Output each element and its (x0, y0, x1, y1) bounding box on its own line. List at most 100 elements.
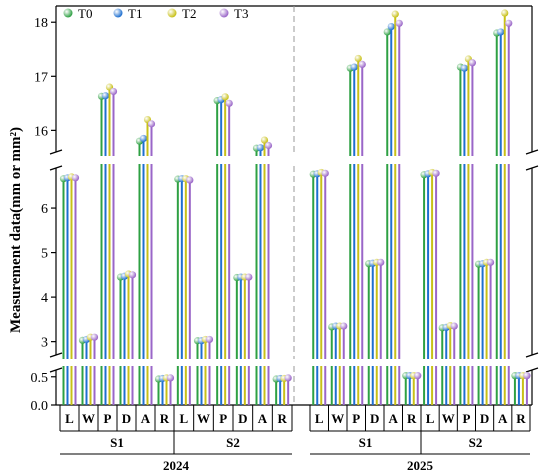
category-label-A: A (389, 411, 399, 426)
category-label-R: R (516, 411, 526, 426)
category-label-L: L (179, 411, 188, 426)
bar-cap-2024-S2-P-T2 (221, 93, 229, 101)
right-axis-break-upper-slash (525, 149, 539, 155)
y-tick-label: 6 (41, 202, 48, 217)
category-label-D: D (238, 411, 247, 426)
bar-cap-2024-S2-A-T2 (260, 136, 269, 144)
bar-marks (57, 9, 531, 405)
bar-cap-2024-S2-L-T3 (186, 176, 194, 184)
y-axis-break-upper-slash (49, 149, 63, 155)
bar-cap-2024-S1-L-T3 (71, 174, 80, 182)
category-label-P: P (219, 411, 227, 426)
bar-cap-2024-S1-D-T3 (128, 271, 137, 279)
axis-break-band (57, 359, 531, 366)
y-tick-label: 4 (41, 291, 48, 306)
category-label-R: R (407, 411, 417, 426)
bar-cap-2024-S2-W-T3 (205, 335, 214, 344)
category-label-W: W (331, 411, 344, 426)
category-label-A: A (498, 411, 508, 426)
bar-cap-2025-S1-P-T3 (358, 60, 366, 68)
stage-label-S2: S2 (469, 435, 483, 450)
bar-cap-2025-S1-W-T3 (340, 322, 348, 330)
legend-marker-T1 (113, 8, 123, 18)
bar-cap-2025-S2-A-T1 (497, 28, 505, 36)
right-axis-break-lower-slash (525, 367, 539, 373)
category-label-L: L (315, 411, 324, 426)
bar-cap-2025-S1-D-T3 (377, 258, 385, 266)
y-axis-break-lower-slash (49, 367, 63, 373)
category-label-P: P (462, 411, 470, 426)
bar-cap-2024-S1-A-T1 (139, 134, 148, 143)
category-label-P: P (104, 411, 112, 426)
legend: T0 T1 T2 T3 (63, 6, 248, 21)
category-label-D: D (122, 411, 131, 426)
right-axis-break-upper-slash (525, 165, 539, 171)
y-axis-ticks: 16 17 18 3 4 5 6 0.0 0.5 (31, 16, 56, 414)
legend-marker-T2 (167, 8, 177, 18)
bar-cap-2024-S2-A-T1 (256, 144, 265, 152)
bar-cap-2025-S2-L-T3 (432, 169, 440, 177)
bar-cap-2024-S1-P-T1 (101, 92, 110, 100)
bar-cap-2025-S1-A-T1 (387, 22, 395, 31)
y-tick-label: 3 (41, 336, 48, 351)
category-label-W: W (197, 411, 210, 426)
category-label-L: L (426, 411, 435, 426)
bar-cap-2025-S1-R-T3 (414, 372, 422, 380)
category-label-W: W (442, 411, 455, 426)
bar-cap-2024-S1-A-T3 (147, 120, 156, 128)
category-label-A: A (141, 411, 151, 426)
bar-cap-2025-S1-P-T2 (354, 54, 362, 63)
legend-label-T1: T1 (128, 6, 142, 21)
bar-cap-2024-S2-P-T3 (225, 99, 233, 107)
category-label-A: A (258, 411, 268, 426)
y-axis-break-upper-slash (49, 165, 63, 171)
right-axis-break-lower-gap (526, 355, 538, 370)
category-label-L: L (65, 411, 74, 426)
stage-label-S1: S1 (359, 435, 373, 450)
y-tick-label: 0.0 (31, 399, 49, 414)
bar-cap-2024-S1-W-T3 (90, 333, 99, 341)
category-label-P: P (352, 411, 360, 426)
bar-cap-2025-S2-A-T2 (501, 9, 509, 17)
y-tick-label: 0.5 (31, 371, 49, 386)
year-label-2025: 2025 (407, 458, 434, 473)
category-label-W: W (82, 411, 95, 426)
y-axis-break-lower-gap (50, 355, 62, 370)
year-label-2024: 2024 (163, 458, 190, 473)
category-label-D: D (370, 411, 379, 426)
bar-cap-2025-S1-L-T3 (321, 169, 329, 177)
bar-cap-2025-S2-P-T3 (468, 59, 477, 67)
bar-cap-2025-S1-P-T1 (350, 63, 358, 71)
bar-cap-2025-S2-D-T3 (486, 258, 495, 266)
bar-cap-2025-S2-W-T3 (450, 322, 458, 330)
bar-cap-2025-S2-A-T3 (505, 19, 513, 27)
legend-marker-T3 (219, 8, 229, 18)
y-axis-break-lower-slash (49, 352, 63, 358)
bar-cap-2025-S1-A-T0 (383, 28, 391, 36)
y-tick-label: 17 (34, 70, 48, 85)
bar-cap-2025-S2-P-T1 (460, 64, 469, 72)
stage-label-S1: S1 (110, 435, 124, 450)
axis-break-band (57, 156, 531, 164)
legend-marker-T0 (63, 8, 73, 18)
legend-label-T2: T2 (182, 6, 196, 21)
bar-cap-2024-S1-R-T3 (166, 374, 175, 382)
category-label-R: R (160, 411, 170, 426)
bar-cap-2024-S1-P-T3 (109, 87, 118, 96)
bar-cap-2024-S2-A-T3 (264, 141, 273, 150)
legend-label-T3: T3 (234, 6, 248, 21)
y-tick-label: 5 (41, 247, 48, 262)
y-tick-label: 18 (34, 16, 48, 31)
y-axis-label: Measurement data(mm or mm²) (8, 127, 24, 333)
y-tick-label: 16 (34, 124, 48, 139)
bar-cap-2025-S2-R-T3 (523, 372, 531, 380)
category-label-R: R (277, 411, 287, 426)
legend-label-T0: T0 (78, 6, 92, 21)
bar-cap-2024-S2-R-T3 (284, 374, 292, 382)
category-label-D: D (480, 411, 489, 426)
bar-cap-2025-S1-A-T3 (395, 19, 403, 27)
bar-cap-2024-S2-D-T3 (245, 273, 253, 281)
bar-cap-2025-S1-A-T2 (391, 10, 399, 18)
